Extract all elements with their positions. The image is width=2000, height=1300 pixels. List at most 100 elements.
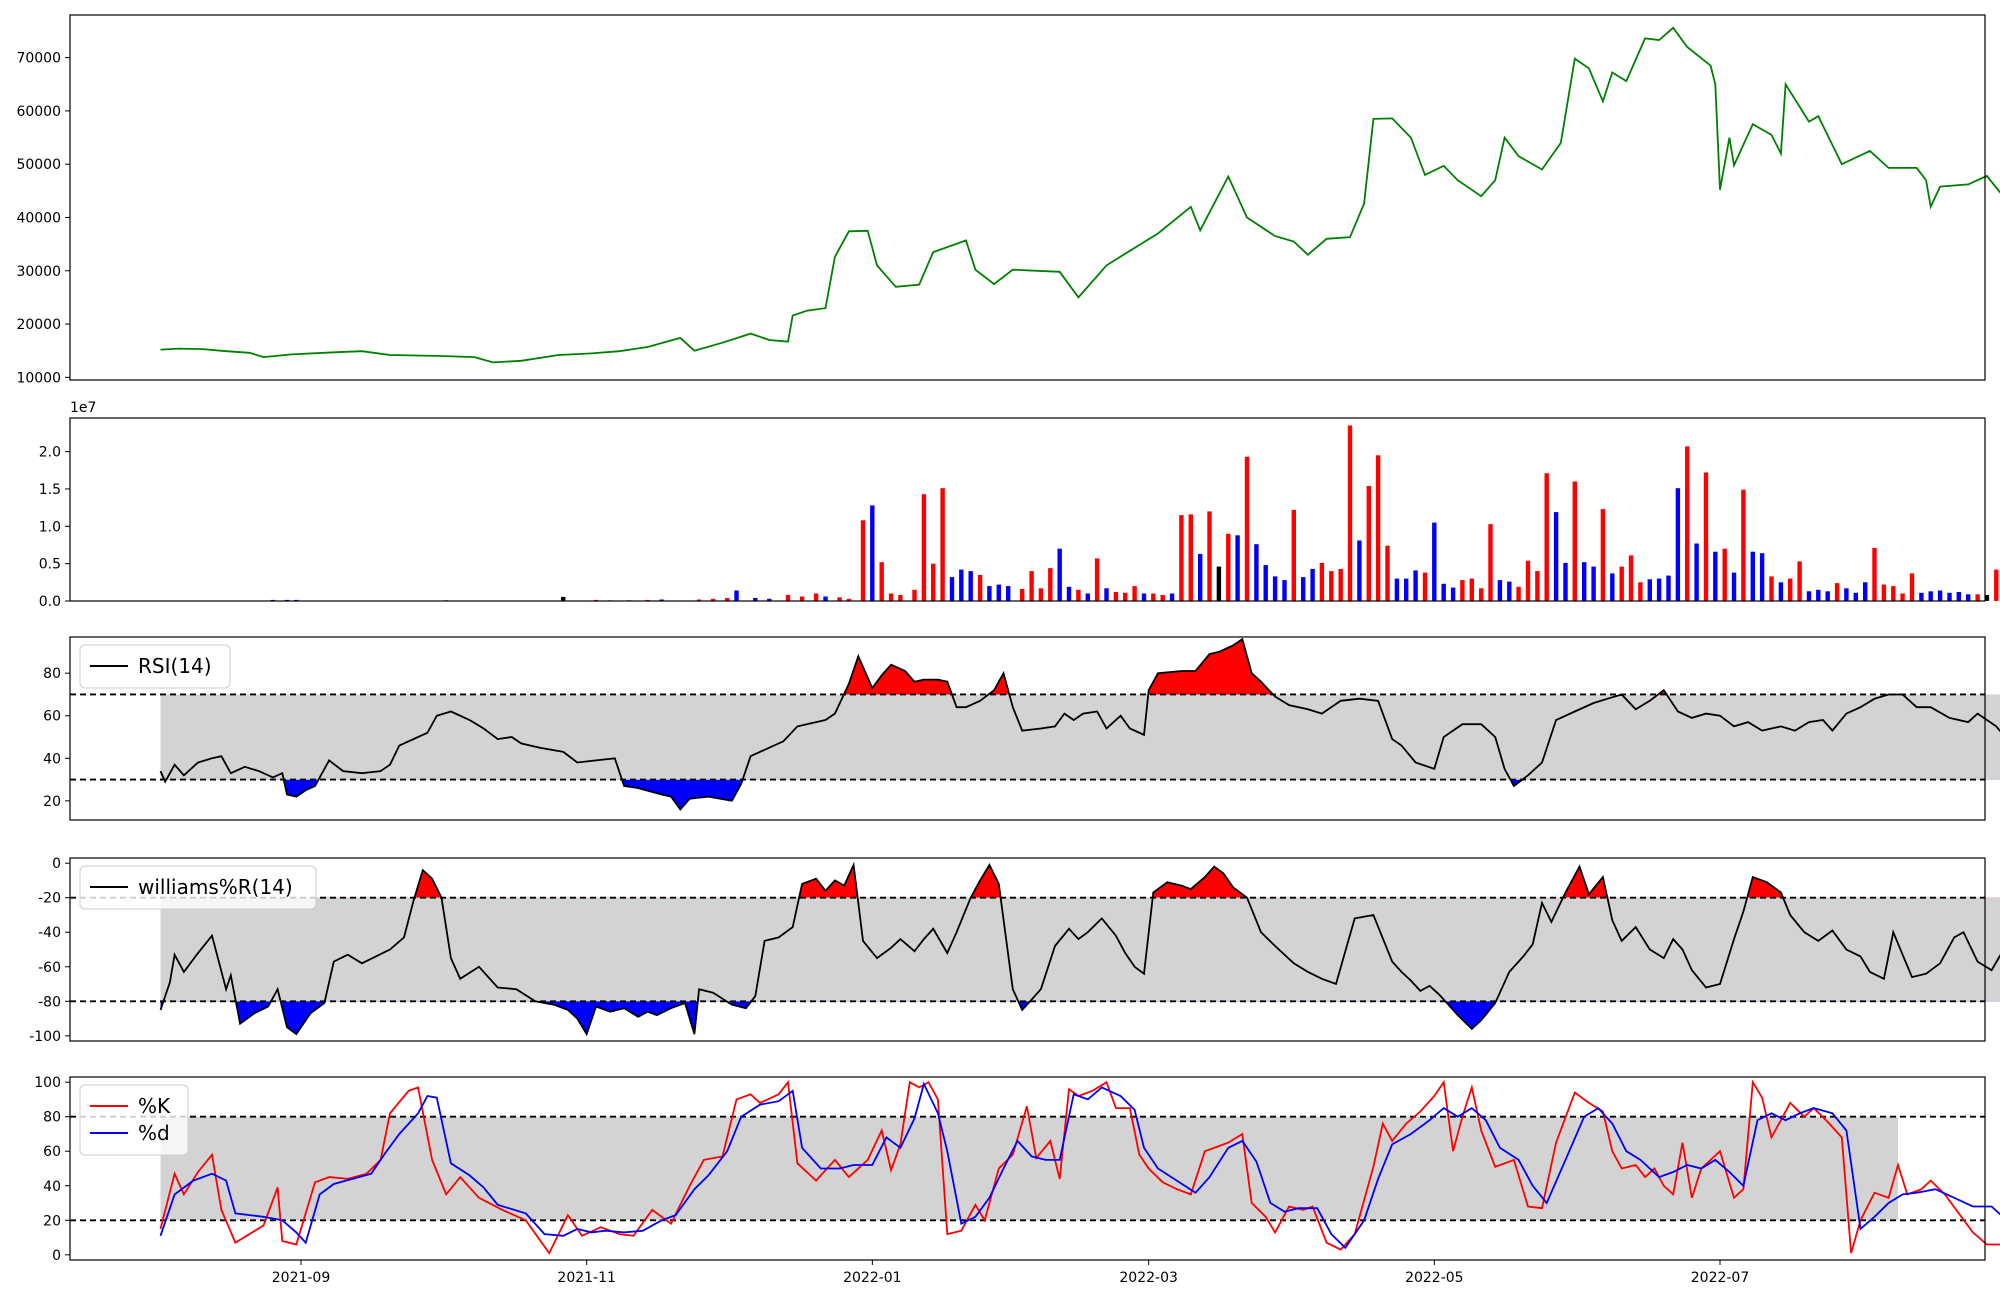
volume-offset-label: 1e7	[70, 400, 96, 416]
volume-ytick-label: 1.0	[39, 519, 61, 535]
volume-bar	[1488, 524, 1493, 601]
volume-bar	[1535, 571, 1540, 601]
rsi-ytick-label: 40	[43, 751, 61, 767]
rsi-ytick-label: 60	[43, 709, 61, 725]
volume-bar	[1544, 473, 1549, 601]
volume-bar	[987, 586, 992, 601]
volume-bar	[1582, 562, 1587, 601]
volume-bar	[710, 598, 716, 601]
volume-bar	[1834, 583, 1840, 601]
stochastic-frame	[69, 1076, 1986, 1261]
volume-bar	[1563, 562, 1568, 601]
volume-bar	[1216, 566, 1222, 601]
volume-bar	[1525, 560, 1531, 601]
stochastic-legend	[79, 1084, 189, 1156]
price-ytick-label: 10000	[16, 370, 61, 386]
price-ytick-label: 20000	[16, 317, 61, 333]
volume-bar	[1975, 594, 1980, 601]
volume-bar	[1160, 595, 1165, 601]
volume-bar	[1282, 580, 1287, 601]
williams-ytick-label: -80	[38, 994, 61, 1010]
volume-bar	[1797, 561, 1802, 601]
volume-bar	[1244, 456, 1250, 601]
volume-bar	[561, 596, 566, 601]
x-tick-label: 2022-01	[843, 1270, 902, 1286]
volume-bar	[725, 598, 730, 601]
stochastic-ytick-label: 40	[43, 1179, 61, 1195]
volume-bar	[1272, 576, 1278, 601]
volume-bar	[1113, 592, 1119, 601]
williams-line	[159, 861, 2000, 1037]
volume-bar	[1020, 589, 1025, 601]
williams-frame	[69, 857, 1986, 1042]
volume-bar	[1806, 591, 1812, 601]
volume-bar	[1937, 590, 1943, 601]
volume-bar	[734, 590, 739, 601]
rsi-ytick-label: 80	[43, 666, 61, 682]
volume-bar	[1029, 571, 1034, 601]
volume-bar	[1713, 551, 1718, 601]
volume-bar	[1694, 543, 1699, 601]
volume-bar	[823, 596, 828, 601]
volume-ytick-label: 2.0	[39, 445, 61, 461]
volume-bar	[1254, 544, 1259, 601]
williams-legend	[79, 865, 317, 910]
volume-bar	[1076, 589, 1081, 601]
volume-bar	[1947, 592, 1952, 601]
volume-bar	[1357, 540, 1362, 601]
volume-bar	[1329, 571, 1334, 601]
rsi-frame	[69, 636, 1986, 821]
volume-bar	[1460, 580, 1465, 601]
volume-bar	[1048, 568, 1053, 601]
volume-bar	[1057, 548, 1062, 601]
williams-ytick-label: -40	[38, 925, 61, 941]
volume-bar	[1507, 581, 1512, 601]
volume-bar	[1816, 589, 1821, 601]
volume-bar	[1301, 577, 1306, 601]
stochastic-legend-label: %d	[138, 1121, 170, 1145]
volume-bar	[1731, 572, 1737, 601]
volume-bar	[1085, 593, 1090, 601]
williams-ytick-label: -20	[38, 891, 61, 907]
volume-bar	[1928, 591, 1933, 601]
volume-bar	[1759, 553, 1765, 601]
x-tick-label: 2021-11	[557, 1270, 616, 1286]
volume-bar	[968, 571, 973, 601]
williams-oversold-fill	[160, 1001, 1496, 1035]
volume-bar	[1741, 489, 1746, 601]
volume-bar	[785, 595, 791, 601]
volume-bar	[1638, 582, 1643, 601]
volume-bar	[1413, 570, 1418, 601]
volume-ytick-label: 0.5	[39, 557, 61, 573]
volume-bar	[1553, 512, 1559, 601]
volume-bar	[813, 593, 819, 601]
volume-bar	[1366, 486, 1371, 601]
volume-frame	[69, 417, 1986, 602]
rsi-line	[159, 637, 2000, 811]
volume-bar	[1179, 515, 1184, 601]
volume-bar	[1094, 558, 1100, 601]
stochastic-ytick-label: 0	[52, 1248, 61, 1264]
volume-bar	[1310, 568, 1315, 601]
volume-bar	[1404, 578, 1409, 601]
williams-ytick-label: 0	[52, 856, 61, 872]
price-frame	[69, 14, 1986, 381]
volume-bar	[1881, 584, 1887, 601]
volume-bar	[1984, 595, 1990, 601]
volume-bar	[870, 505, 875, 601]
volume-bar	[1422, 572, 1428, 601]
volume-bar	[1104, 588, 1109, 601]
volume-bar	[1132, 586, 1137, 601]
stochastic-ytick-label: 20	[43, 1213, 61, 1229]
volume-bar	[1909, 573, 1915, 601]
volume-bar	[1123, 592, 1128, 601]
volume-bar	[1863, 582, 1868, 601]
stochastic-k-line	[159, 1079, 2000, 1255]
volume-bar	[996, 584, 1001, 601]
volume-bar	[1919, 592, 1924, 601]
volume-bar	[1778, 582, 1784, 601]
volume-bar	[1469, 578, 1474, 601]
volume-bar	[1966, 594, 1971, 601]
volume-bar	[1151, 593, 1156, 601]
